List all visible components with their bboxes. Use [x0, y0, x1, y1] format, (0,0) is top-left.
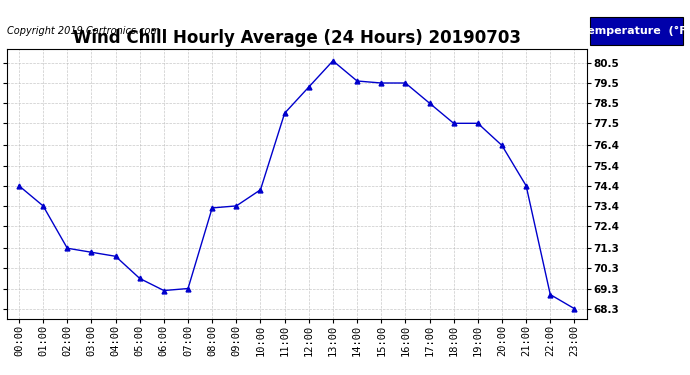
Title: Wind Chill Hourly Average (24 Hours) 20190703: Wind Chill Hourly Average (24 Hours) 201… — [72, 29, 521, 47]
Text: Temperature  (°F): Temperature (°F) — [581, 26, 690, 36]
Text: Copyright 2019 Cartronics.com: Copyright 2019 Cartronics.com — [7, 26, 160, 36]
